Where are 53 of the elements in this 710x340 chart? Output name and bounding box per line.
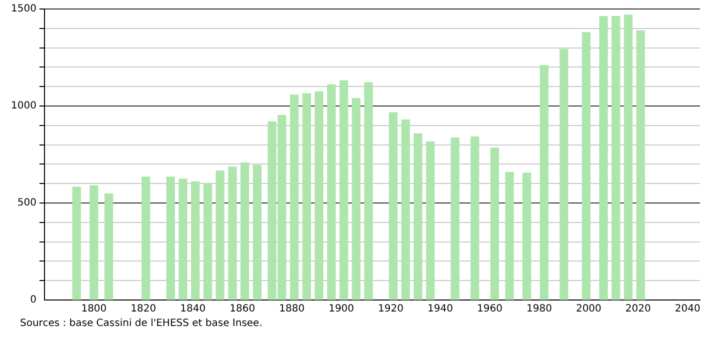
bar	[388, 112, 398, 300]
bar	[414, 133, 422, 300]
bar	[624, 14, 633, 300]
bar	[450, 137, 460, 300]
bar	[522, 172, 532, 300]
bar	[612, 16, 620, 300]
bar	[540, 65, 548, 300]
x-tick-label: 1840	[180, 304, 206, 315]
x-tick-label: 1900	[328, 304, 354, 315]
bar	[191, 181, 200, 300]
bar	[142, 176, 150, 300]
bar	[426, 141, 435, 300]
bar	[339, 80, 348, 300]
y-tick-label: 1000	[10, 100, 36, 112]
bar	[352, 98, 360, 300]
bar	[90, 185, 98, 300]
x-tick-label: 2020	[625, 304, 651, 315]
bar	[636, 30, 645, 300]
bar	[314, 91, 324, 300]
bar	[470, 136, 480, 300]
bar	[560, 48, 568, 300]
bar	[72, 186, 81, 300]
bar	[505, 172, 514, 300]
y-tick-label: 1500	[10, 4, 36, 15]
x-tick-label: 1860	[230, 304, 256, 315]
bar	[599, 16, 608, 300]
x-tick-label: 2040	[674, 304, 700, 315]
x-tick-label: 1880	[279, 304, 305, 315]
bar	[178, 178, 188, 300]
x-tick-label: 1960	[477, 304, 502, 315]
y-tick-label: 500	[17, 198, 36, 209]
x-tick-label: 1920	[378, 304, 404, 315]
x-tick-label: 1820	[130, 304, 156, 315]
bar	[203, 184, 212, 300]
bar	[582, 32, 591, 300]
x-tick-label: 1980	[526, 304, 552, 315]
bar	[302, 93, 311, 300]
x-tick-label: 1940	[428, 304, 453, 315]
bar	[216, 170, 224, 300]
bar	[490, 148, 500, 300]
bar	[252, 164, 262, 300]
bar	[290, 94, 299, 300]
bar	[228, 166, 237, 300]
bar	[166, 176, 175, 300]
bar	[327, 84, 336, 300]
x-tick-label: 1800	[81, 304, 107, 315]
bar	[104, 193, 114, 300]
y-tick-label: 0	[30, 294, 36, 306]
bar	[401, 119, 410, 300]
bar	[240, 162, 250, 300]
bar	[364, 82, 373, 300]
x-tick-label: 2000	[576, 304, 602, 315]
source-note: Sources : base Cassini de l'EHESS et base Insee.	[19, 318, 264, 329]
